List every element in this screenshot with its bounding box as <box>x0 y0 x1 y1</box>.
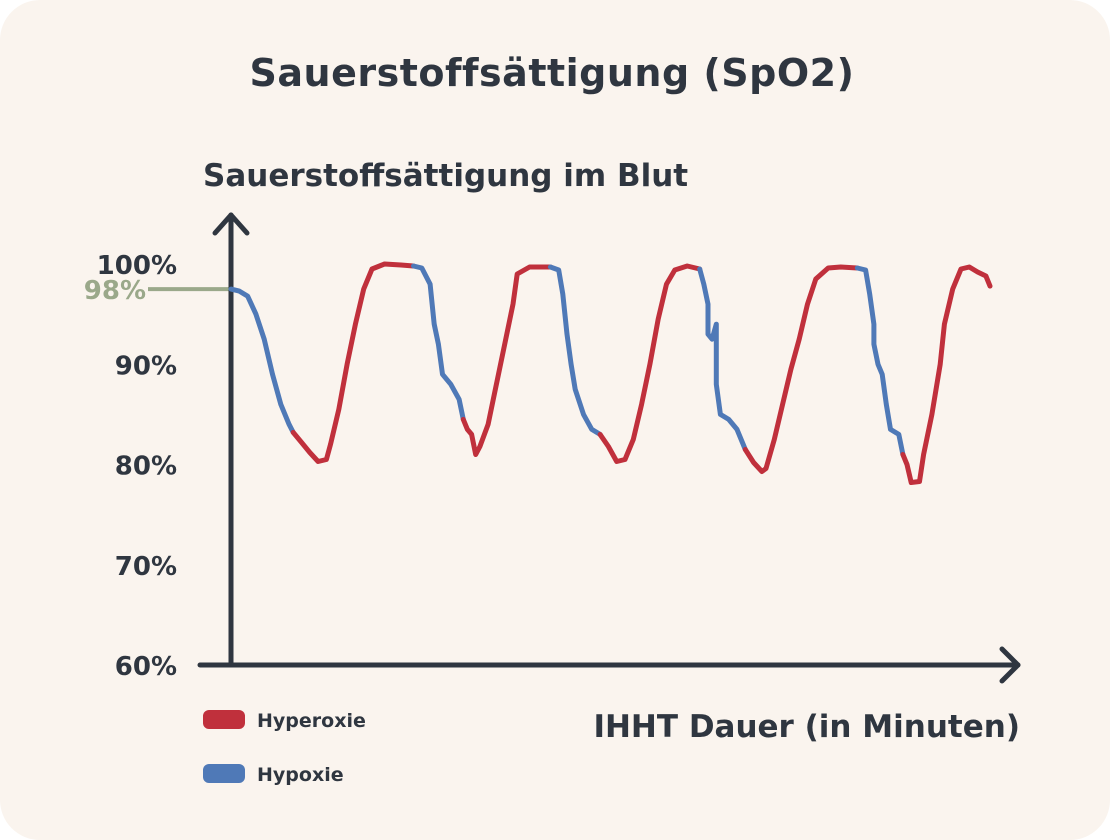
y-tick-label: 90% <box>115 351 177 381</box>
x-axis-arrow-icon <box>999 646 1021 684</box>
series-line-hyperoxie-5 <box>597 263 703 464</box>
y-tick-label: 100% <box>97 251 177 281</box>
y-axis-arrow-icon <box>212 212 250 236</box>
spo2-series <box>228 261 993 485</box>
legend-swatch-hyperoxie <box>203 710 245 729</box>
series-line-hypoxie-4 <box>547 264 603 437</box>
x-axis-label: IHHT Dauer (in Minuten) <box>593 709 1020 745</box>
series-line-hyperoxie-7 <box>742 264 860 474</box>
y-axis-label: Sauerstoffsättigung im Blut <box>203 158 688 194</box>
series-line-hyperoxie-9 <box>900 264 993 485</box>
y-tick-label: 80% <box>115 452 177 482</box>
series-line-hypoxie-0 <box>228 286 296 435</box>
reference-line-98: 98% <box>84 276 231 306</box>
reference-line-label: 98% <box>84 276 146 306</box>
legend-label-hypoxie: Hypoxie <box>257 764 344 786</box>
y-ticks: 100% 90% 80% 70% 60% <box>97 251 177 682</box>
legend-label-hyperoxie: Hyperoxie <box>257 710 366 732</box>
y-tick-label: 60% <box>115 652 177 682</box>
y-tick-label: 70% <box>115 552 177 582</box>
legend-swatch-hypoxie <box>203 764 245 783</box>
chart-title: Sauerstoffsättigung (SpO2) <box>250 51 855 95</box>
series-line-hypoxie-8 <box>854 265 906 457</box>
legend: Hyperoxie Hypoxie <box>203 710 366 786</box>
series-line-hyperoxie-3 <box>460 264 553 457</box>
series-line-hypoxie-6 <box>697 266 748 452</box>
series-line-hyperoxie-1 <box>290 261 416 464</box>
series-line-hypoxie-2 <box>411 263 466 422</box>
